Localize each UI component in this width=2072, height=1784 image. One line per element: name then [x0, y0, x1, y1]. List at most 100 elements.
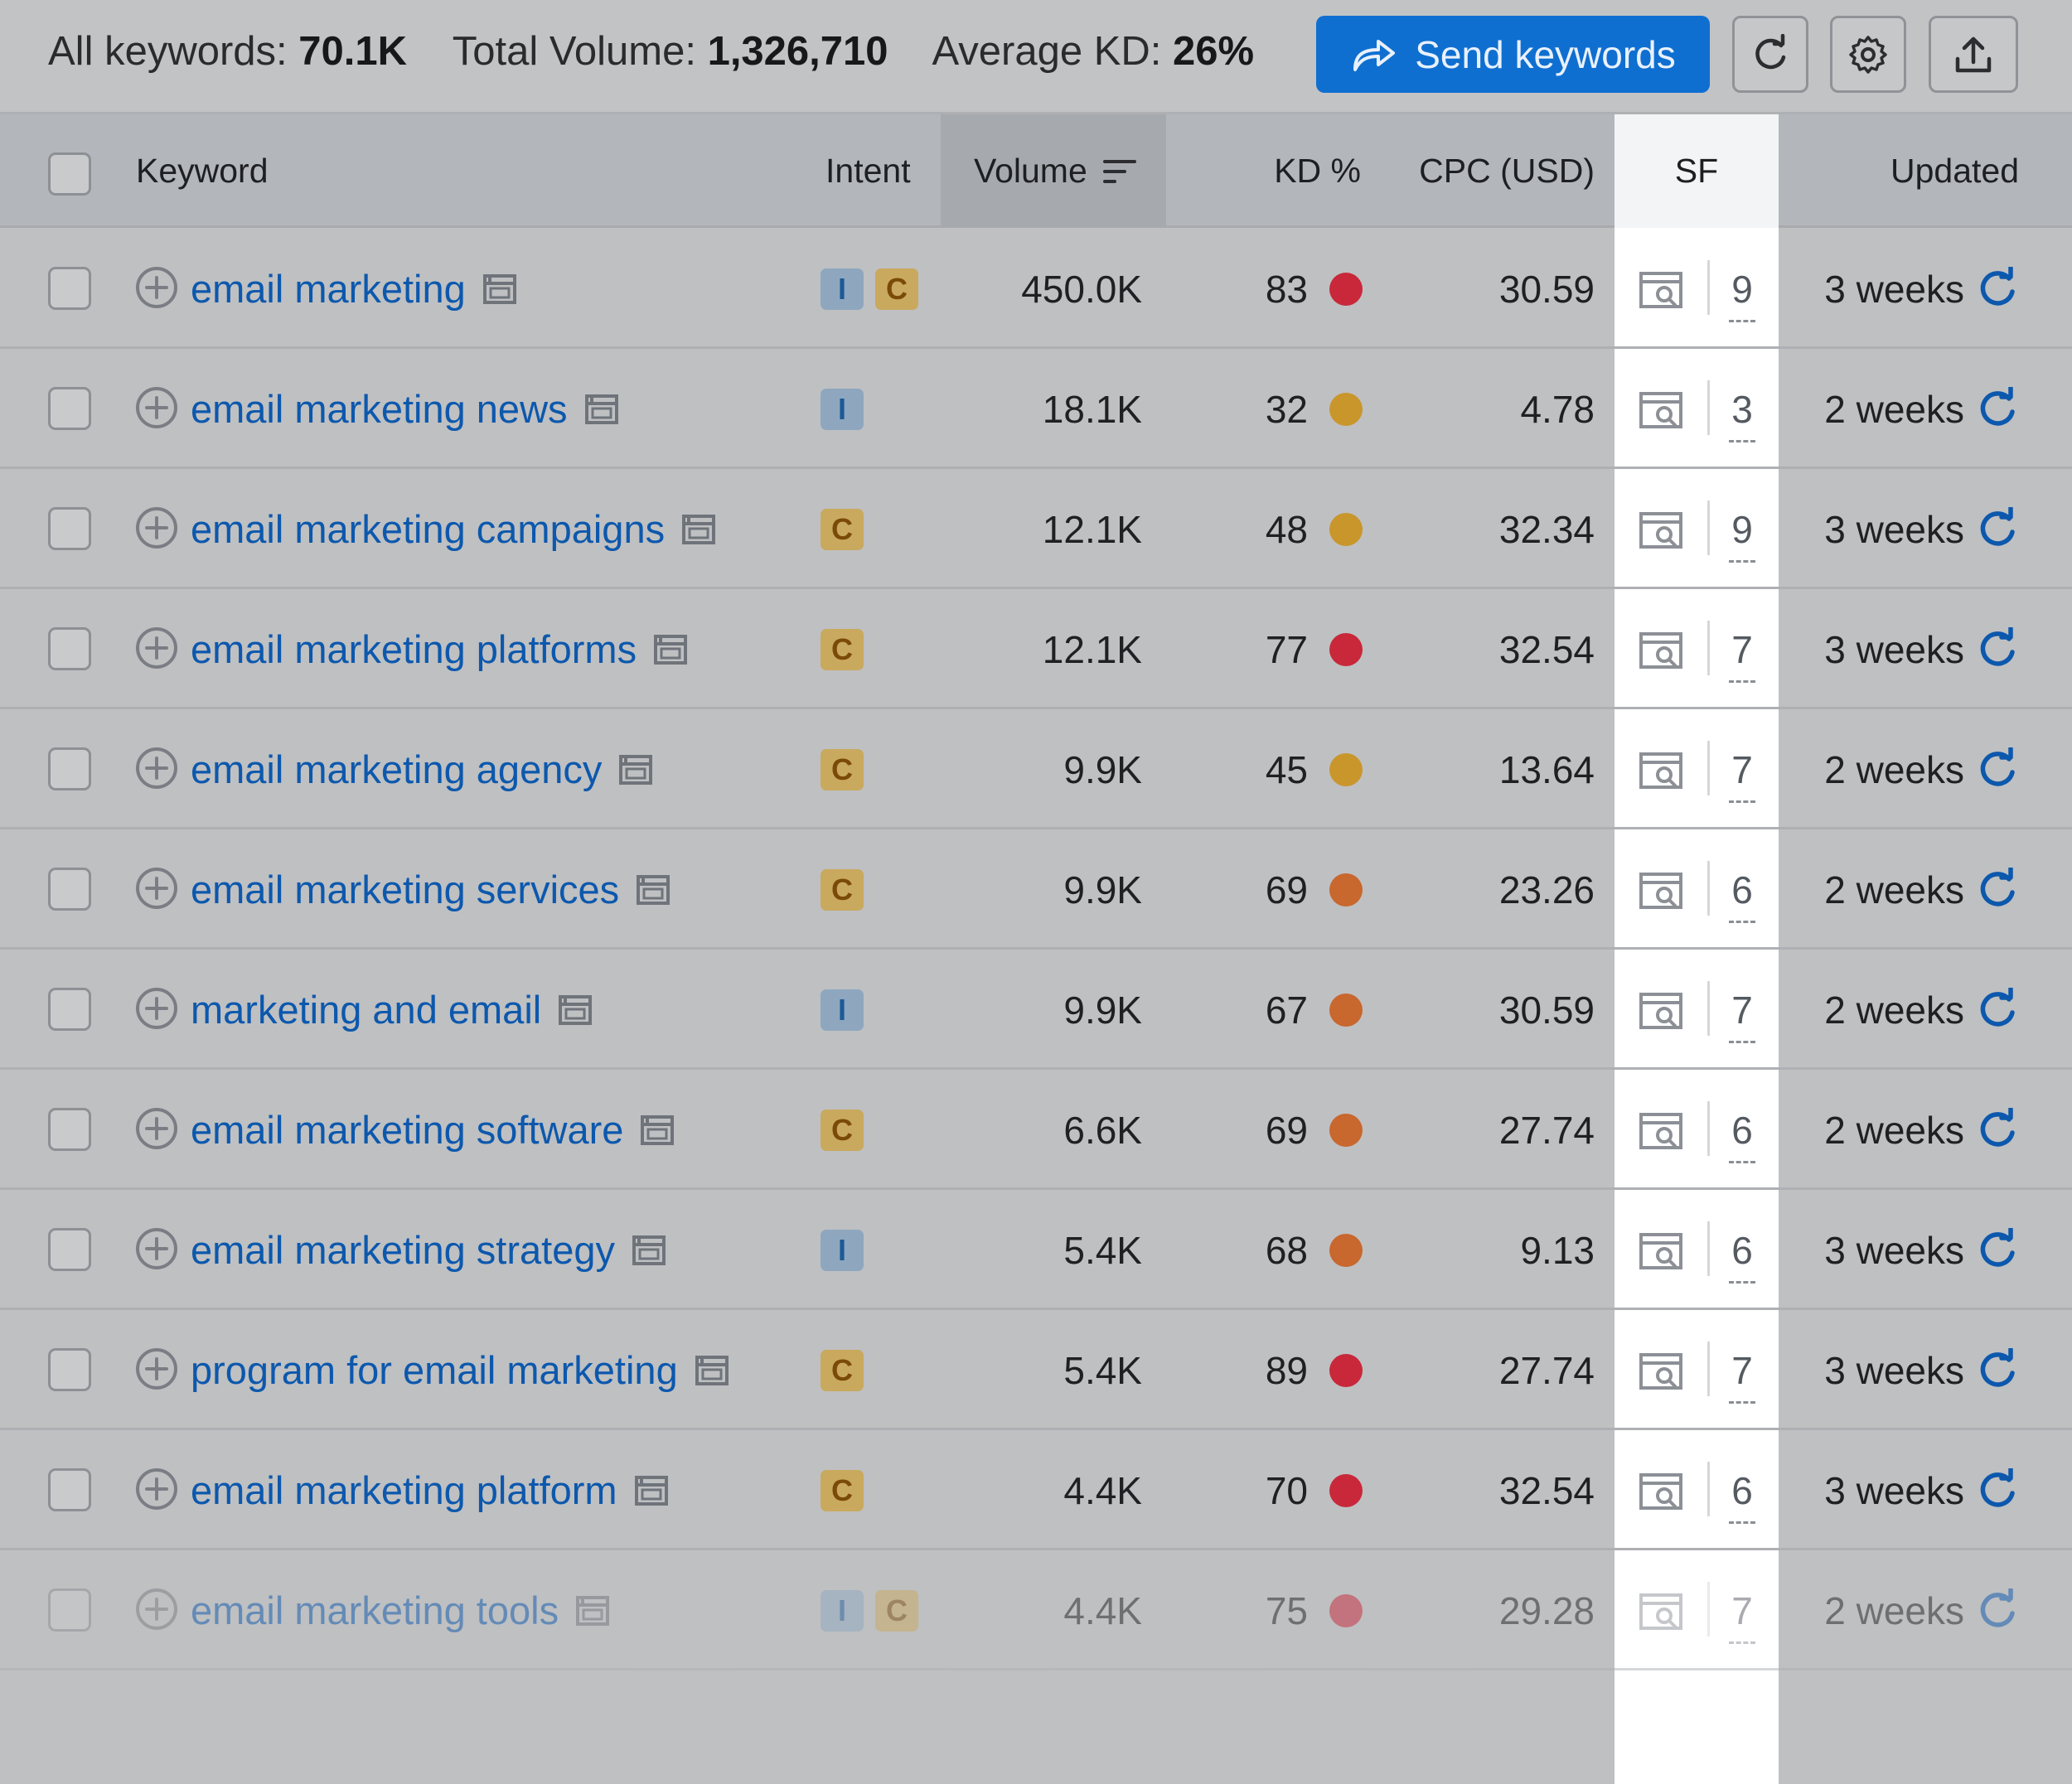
select-all-checkbox[interactable]: [48, 152, 91, 196]
settings-button[interactable]: [1830, 16, 1906, 93]
intent-badge[interactable]: C: [821, 509, 864, 550]
row-checkbox[interactable]: [48, 1588, 91, 1632]
volume-column-header[interactable]: Volume: [974, 114, 1137, 228]
serp-features-icon[interactable]: [1638, 270, 1684, 310]
add-keyword-icon[interactable]: [134, 265, 179, 310]
keyword-link[interactable]: email marketing agency: [191, 747, 603, 791]
keyword-link[interactable]: email marketing platform: [191, 1468, 617, 1512]
refresh-icon[interactable]: [1976, 747, 2019, 790]
serp-snapshot-icon[interactable]: [695, 1355, 729, 1386]
row-checkbox[interactable]: [48, 747, 91, 790]
add-keyword-icon[interactable]: [134, 746, 179, 790]
sf-count[interactable]: 9: [1731, 507, 1753, 551]
serp-features-icon[interactable]: [1638, 751, 1684, 790]
keyword-column-header[interactable]: Keyword: [136, 152, 269, 190]
serp-snapshot-icon[interactable]: [681, 514, 716, 545]
serp-features-icon[interactable]: [1638, 1472, 1684, 1511]
sf-count[interactable]: 7: [1731, 1348, 1753, 1392]
serp-snapshot-icon[interactable]: [636, 874, 670, 906]
row-checkbox[interactable]: [48, 1228, 91, 1271]
keyword-link[interactable]: marketing and email: [191, 988, 542, 1032]
refresh-button[interactable]: [1732, 16, 1808, 93]
add-keyword-icon[interactable]: [134, 1467, 179, 1511]
refresh-icon[interactable]: [1976, 1468, 2019, 1511]
sf-count[interactable]: 6: [1731, 1468, 1753, 1512]
keyword-link[interactable]: email marketing tools: [191, 1588, 559, 1632]
serp-features-icon[interactable]: [1638, 1592, 1684, 1632]
add-keyword-icon[interactable]: [134, 1226, 179, 1271]
export-button[interactable]: [1929, 16, 2018, 93]
updated-column-header[interactable]: Updated: [1890, 152, 2019, 190]
add-keyword-icon[interactable]: [134, 1346, 179, 1391]
intent-badge[interactable]: C: [821, 749, 864, 790]
row-checkbox[interactable]: [48, 988, 91, 1031]
intent-badge[interactable]: C: [875, 1590, 918, 1632]
intent-badge[interactable]: C: [875, 268, 918, 310]
serp-features-icon[interactable]: [1638, 1111, 1684, 1151]
intent-badge[interactable]: C: [821, 1470, 864, 1511]
serp-features-icon[interactable]: [1638, 510, 1684, 550]
serp-features-icon[interactable]: [1638, 871, 1684, 911]
refresh-icon[interactable]: [1976, 387, 2019, 430]
intent-badge[interactable]: I: [821, 1590, 864, 1632]
serp-snapshot-icon[interactable]: [653, 634, 688, 665]
add-keyword-icon[interactable]: [134, 385, 179, 430]
serp-snapshot-icon[interactable]: [584, 394, 619, 425]
intent-badge[interactable]: I: [821, 1230, 864, 1271]
serp-snapshot-icon[interactable]: [640, 1114, 675, 1146]
sf-count[interactable]: 3: [1731, 387, 1753, 431]
intent-column-header[interactable]: Intent: [825, 152, 911, 190]
row-checkbox[interactable]: [48, 1468, 91, 1511]
refresh-icon[interactable]: [1976, 988, 2019, 1031]
add-keyword-icon[interactable]: [134, 1587, 179, 1632]
intent-badge[interactable]: C: [821, 1110, 864, 1151]
refresh-icon[interactable]: [1976, 1588, 2019, 1632]
refresh-icon[interactable]: [1976, 627, 2019, 670]
add-keyword-icon[interactable]: [134, 1106, 179, 1151]
refresh-icon[interactable]: [1976, 1228, 2019, 1271]
serp-snapshot-icon[interactable]: [634, 1475, 669, 1506]
row-checkbox[interactable]: [48, 627, 91, 670]
serp-snapshot-icon[interactable]: [618, 754, 653, 786]
serp-features-icon[interactable]: [1638, 631, 1684, 670]
refresh-icon[interactable]: [1976, 507, 2019, 550]
keyword-link[interactable]: email marketing software: [191, 1108, 624, 1152]
intent-badge[interactable]: I: [821, 268, 864, 310]
keyword-link[interactable]: email marketing strategy: [191, 1228, 615, 1272]
row-checkbox[interactable]: [48, 267, 91, 310]
kd-column-header[interactable]: KD %: [1274, 152, 1361, 190]
add-keyword-icon[interactable]: [134, 986, 179, 1031]
keyword-link[interactable]: email marketing: [191, 267, 466, 311]
refresh-icon[interactable]: [1976, 1348, 2019, 1391]
add-keyword-icon[interactable]: [134, 866, 179, 911]
send-keywords-button[interactable]: Send keywords: [1316, 16, 1710, 93]
serp-snapshot-icon[interactable]: [558, 994, 593, 1026]
intent-badge[interactable]: C: [821, 629, 864, 670]
intent-badge[interactable]: I: [821, 989, 864, 1031]
refresh-icon[interactable]: [1976, 868, 2019, 911]
serp-features-icon[interactable]: [1638, 991, 1684, 1031]
sf-count[interactable]: 6: [1731, 1108, 1753, 1152]
row-checkbox[interactable]: [48, 1108, 91, 1151]
sf-count[interactable]: 7: [1731, 988, 1753, 1032]
keyword-link[interactable]: email marketing news: [191, 387, 568, 431]
cpc-column-header[interactable]: CPC (USD): [1419, 152, 1595, 190]
sf-count[interactable]: 7: [1731, 1588, 1753, 1632]
add-keyword-icon[interactable]: [134, 626, 179, 670]
sf-count[interactable]: 7: [1731, 627, 1753, 671]
serp-snapshot-icon[interactable]: [632, 1235, 666, 1266]
sf-column-header[interactable]: SF: [1615, 114, 1779, 228]
intent-badge[interactable]: I: [821, 389, 864, 430]
row-checkbox[interactable]: [48, 387, 91, 430]
serp-features-icon[interactable]: [1638, 1351, 1684, 1391]
serp-snapshot-icon[interactable]: [575, 1595, 610, 1627]
sf-count[interactable]: 7: [1731, 747, 1753, 791]
add-keyword-icon[interactable]: [134, 505, 179, 550]
refresh-icon[interactable]: [1976, 267, 2019, 310]
keyword-link[interactable]: program for email marketing: [191, 1348, 678, 1392]
keyword-link[interactable]: email marketing campaigns: [191, 507, 666, 551]
row-checkbox[interactable]: [48, 507, 91, 550]
serp-features-icon[interactable]: [1638, 1231, 1684, 1271]
row-checkbox[interactable]: [48, 1348, 91, 1391]
intent-badge[interactable]: C: [821, 869, 864, 911]
